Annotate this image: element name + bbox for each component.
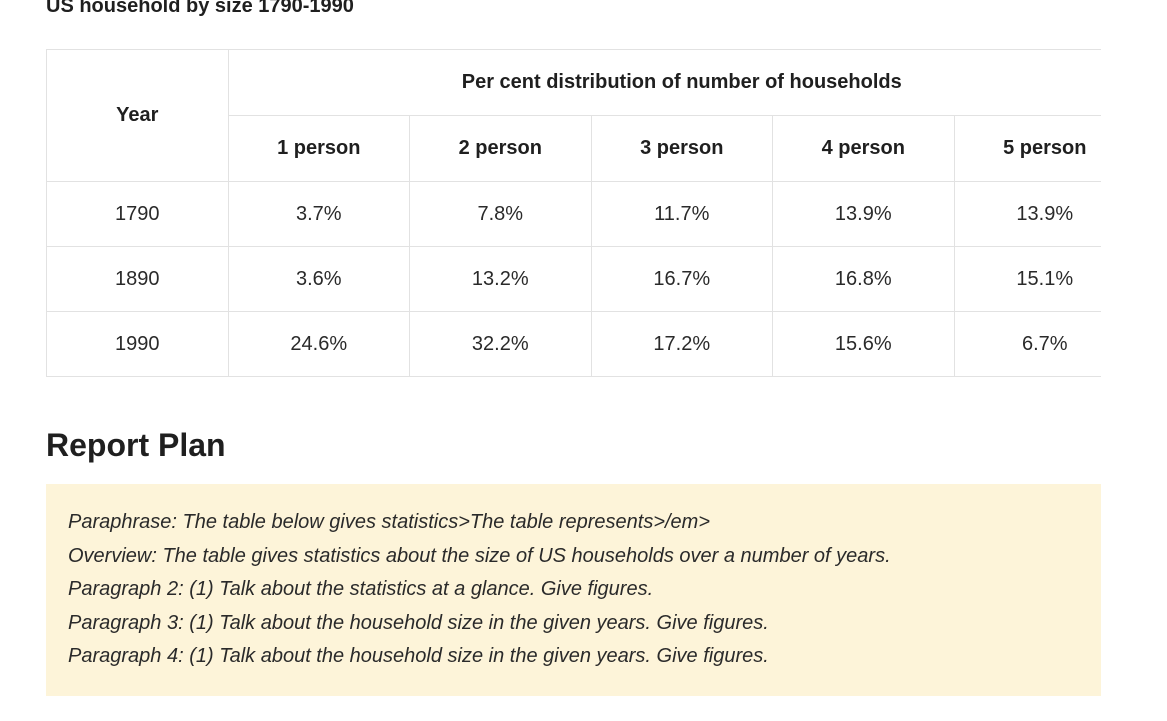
column-header: 4 person (772, 115, 955, 182)
table-cell: 7.8% (409, 181, 592, 247)
year-header: Year (46, 49, 229, 182)
household-table-container: Year Per cent distribution of number of … (46, 49, 1101, 378)
year-cell: 1990 (46, 311, 229, 377)
plan-line-paragraph-4: Paragraph 4: (1) Talk about the househol… (68, 645, 769, 668)
table-subheader-row: 1 person 2 person 3 person 4 person 5 pe… (47, 115, 1101, 182)
table-cell: 32.2% (409, 311, 592, 377)
table-cell: 3.6% (227, 246, 410, 312)
table-cell: 17.2% (590, 311, 773, 377)
table-cell: 13.9% (772, 181, 955, 247)
table-row: 1790 3.7% 7.8% 11.7% 13.9% 13.9% (46, 181, 1101, 247)
column-header: 5 person (953, 115, 1101, 182)
group-header: Per cent distribution of number of house… (227, 49, 1101, 116)
table-cell: 6.7% (953, 311, 1101, 377)
table-cell: 13.9% (953, 181, 1101, 247)
table-header-row: Year Per cent distribution of number of … (46, 49, 1101, 182)
table-cell: 11.7% (590, 181, 773, 247)
plan-line-paragraph-2: Paragraph 2: (1) Talk about the statisti… (68, 578, 654, 601)
table-cell: 15.6% (772, 311, 955, 377)
page-title: US household by size 1790-1990 (46, 0, 354, 17)
report-plan-box: Paraphrase: The table below gives statis… (46, 484, 1101, 696)
table-cell: 15.1% (953, 246, 1101, 312)
plan-line-paragraph-3: Paragraph 3: (1) Talk about the househol… (68, 611, 769, 634)
household-table: Year Per cent distribution of number of … (46, 49, 1101, 377)
column-header: 1 person (227, 115, 410, 182)
plan-line-paraphrase: Paraphrase: The table below gives statis… (68, 511, 711, 533)
column-header: 3 person (590, 115, 773, 182)
table-row: 1990 24.6% 32.2% 17.2% 15.6% 6.7% (46, 311, 1101, 377)
year-cell: 1790 (46, 181, 229, 247)
column-header: 2 person (409, 115, 592, 182)
table-row: 1890 3.6% 13.2% 16.7% 16.8% 15.1% (46, 246, 1101, 312)
table-cell: 16.7% (590, 246, 773, 312)
table-cell: 16.8% (772, 246, 955, 312)
table-cell: 3.7% (227, 181, 410, 247)
plan-line-overview: Overview: The table gives statistics abo… (68, 544, 891, 567)
table-cell: 24.6% (227, 311, 410, 377)
table-cell: 13.2% (409, 246, 592, 312)
report-plan-title: Report Plan (46, 427, 226, 463)
year-cell: 1890 (46, 246, 229, 312)
